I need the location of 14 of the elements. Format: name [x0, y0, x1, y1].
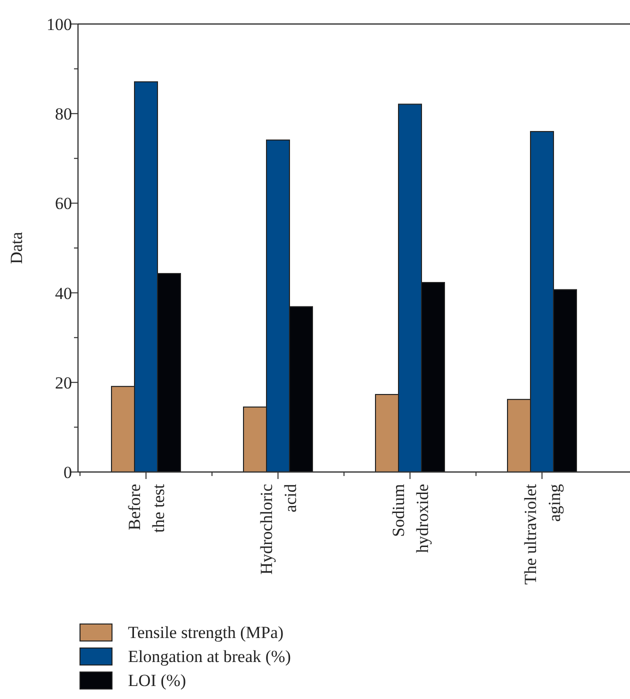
y-tick-label: 40	[55, 284, 72, 303]
y-axis-title: Data	[7, 232, 26, 264]
x-tick-label: Hydrochloric acid	[257, 484, 300, 575]
x-tick-label: The ultraviolet aging	[521, 484, 564, 585]
y-tick-label: 80	[55, 104, 72, 124]
y-tick-label: 100	[46, 14, 72, 34]
legend-label: Tensile strength (MPa)	[128, 622, 284, 642]
x-tick-label: Before the test	[125, 484, 168, 533]
legend-label: Elongation at break (%)	[128, 646, 291, 666]
x-tick-label: Sodium hydroxide	[389, 484, 432, 553]
y-tick-label: 20	[55, 373, 72, 392]
y-tick-label: 0	[64, 462, 72, 482]
legend-label: LOI (%)	[128, 670, 186, 690]
y-tick-label: 60	[55, 194, 72, 214]
